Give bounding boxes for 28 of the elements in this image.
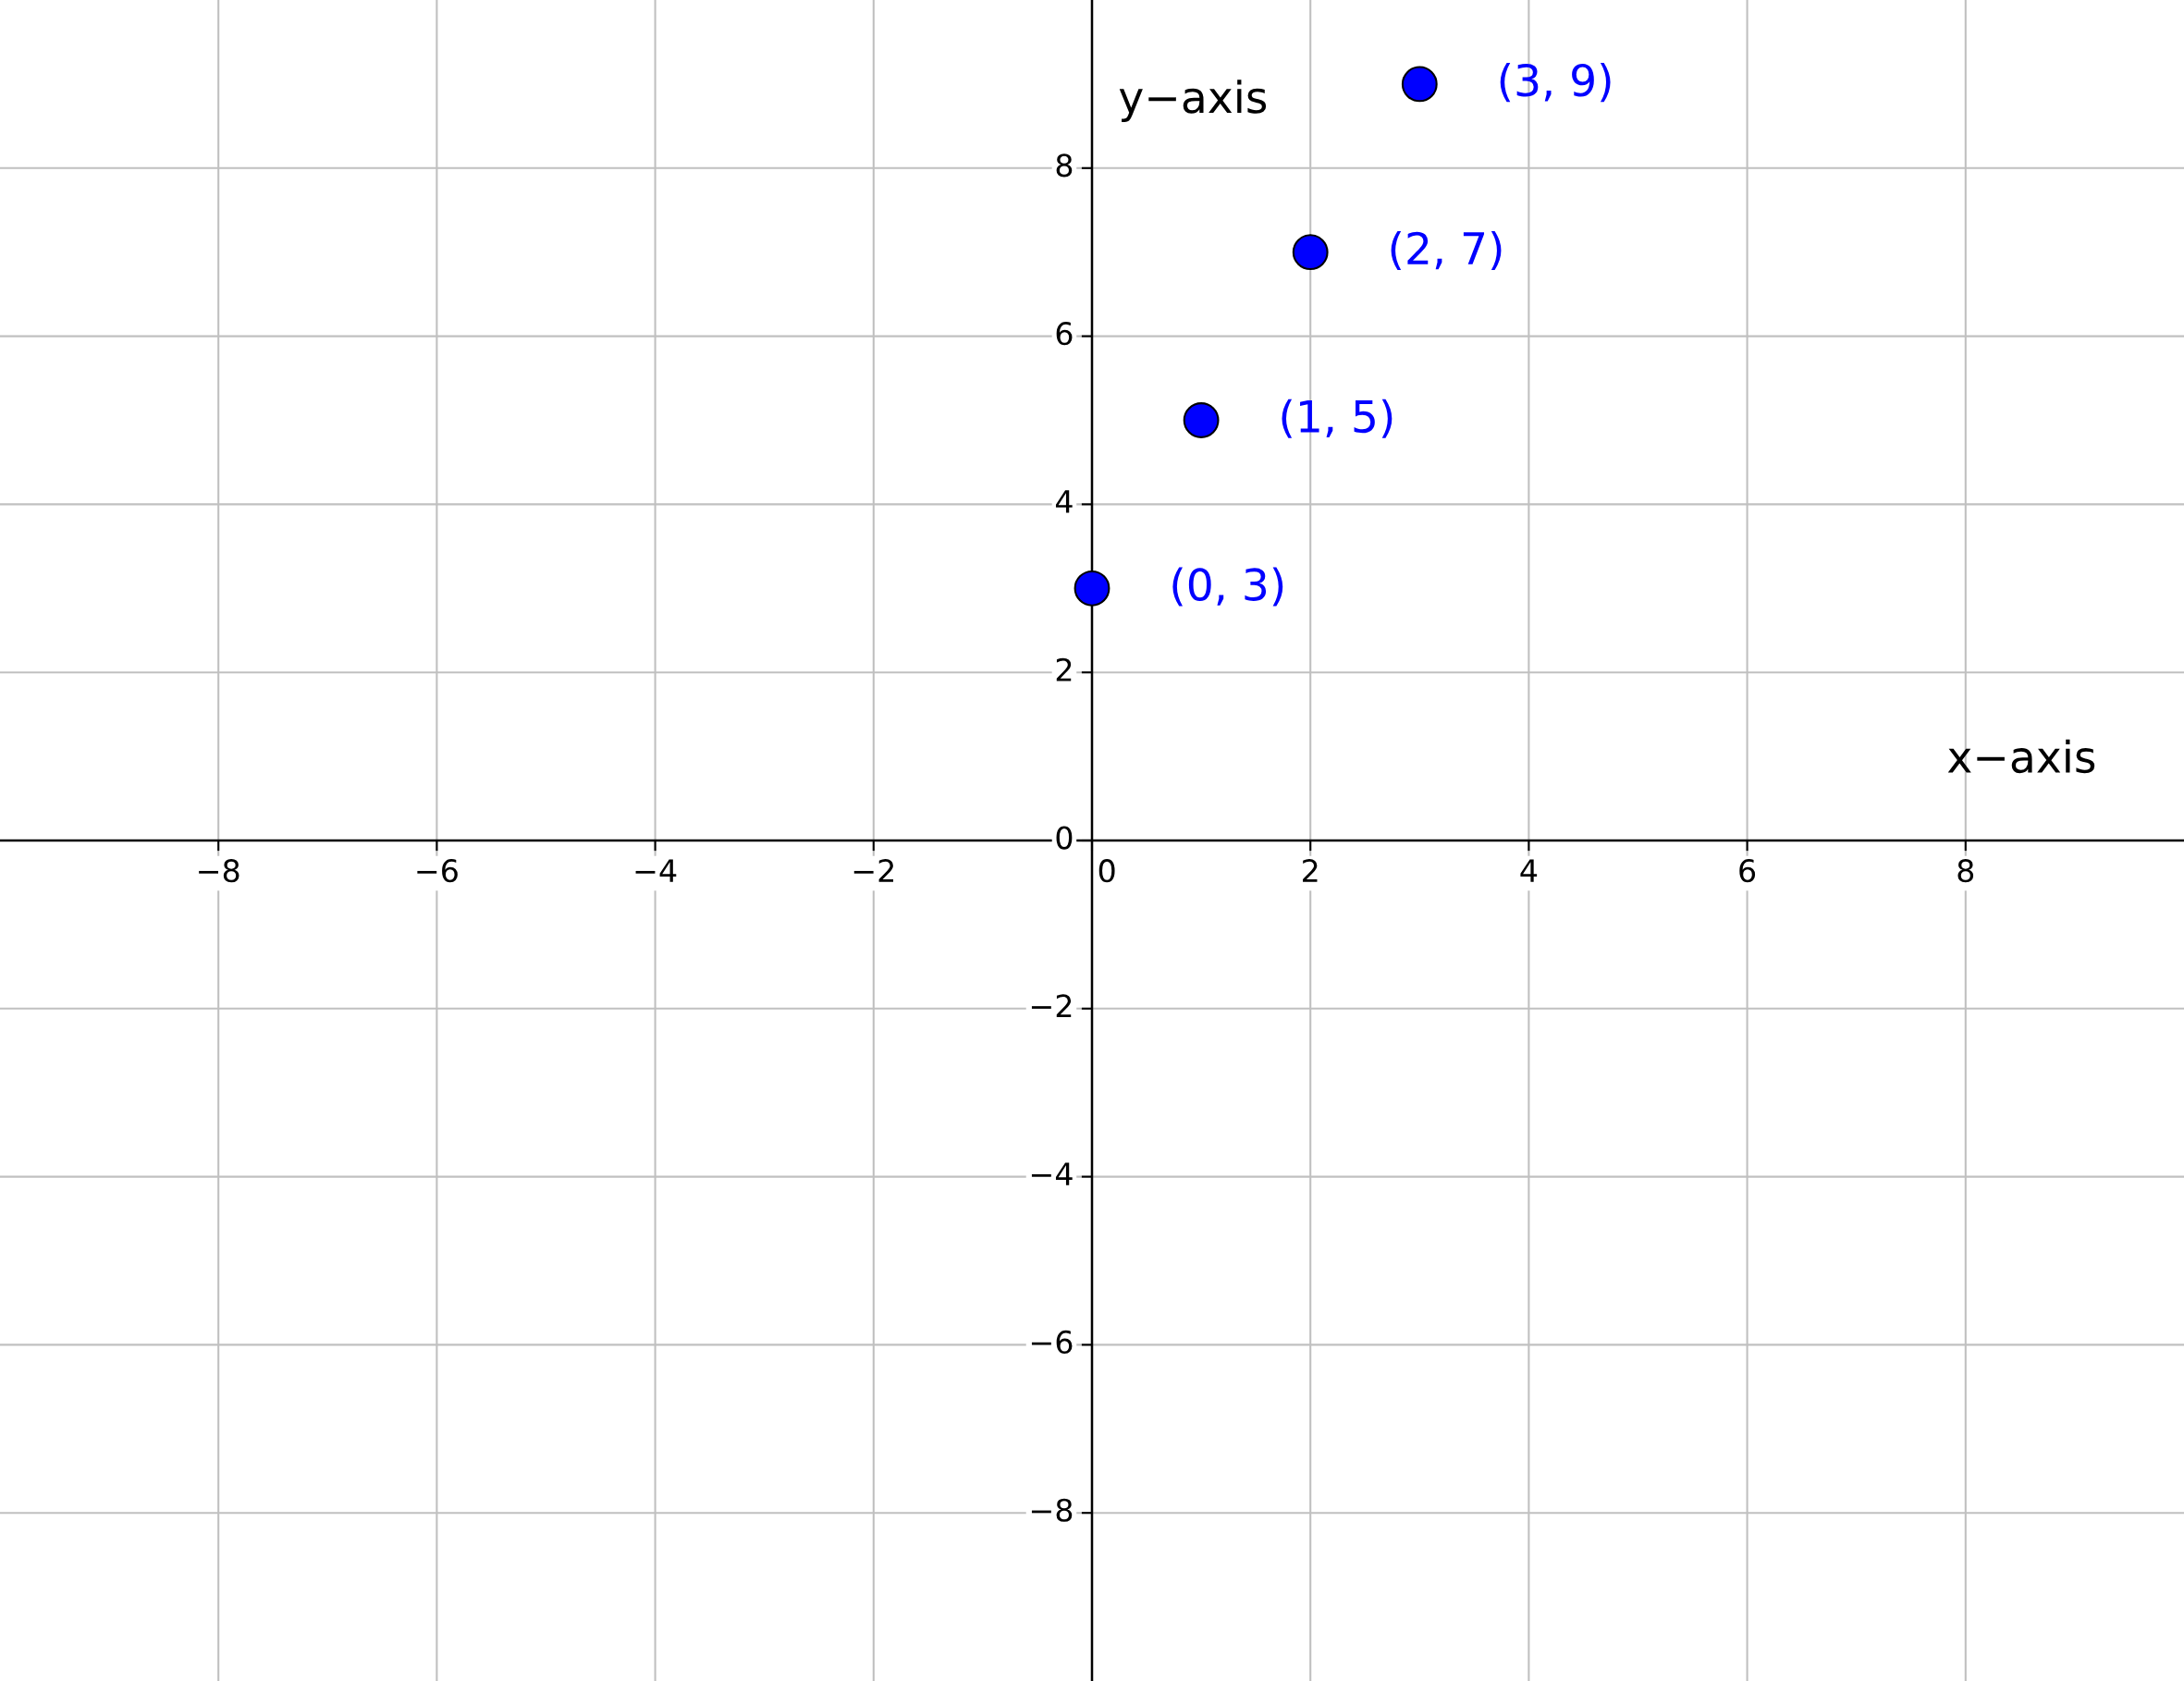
point <box>1401 66 1438 103</box>
y-tick-label: 0 <box>1056 826 1073 850</box>
x-tick-label: −4 <box>635 859 677 882</box>
point <box>1292 234 1329 271</box>
point <box>1183 402 1220 438</box>
x-tick-label: −2 <box>853 859 894 882</box>
y-tick-label: −4 <box>1031 1162 1073 1185</box>
x-tick-label: 2 <box>1303 859 1318 882</box>
point <box>1074 570 1110 607</box>
x-tick-label: 8 <box>1957 859 1974 883</box>
annotation: (2, 7) <box>1391 230 1502 270</box>
x-tick-label: 6 <box>1739 859 1756 883</box>
y-tick-label: −2 <box>1031 994 1072 1017</box>
y-tick-label: 2 <box>1056 657 1072 681</box>
annotation: (1, 5) <box>1282 399 1393 438</box>
x-axis-title: x−axis <box>1947 739 2095 774</box>
y-tick-label: 6 <box>1056 322 1073 346</box>
annotation: (0, 3) <box>1172 567 1283 607</box>
annotation: (3, 9) <box>1500 63 1611 103</box>
y-tick-label: 4 <box>1055 490 1073 513</box>
y-tick-label: 8 <box>1056 153 1073 178</box>
x-tick-label: 0 <box>1098 859 1115 883</box>
y-tick-label: −6 <box>1031 1330 1073 1355</box>
x-tick-label: 4 <box>1520 859 1538 882</box>
y-axis-title: y−axis <box>1119 80 1267 122</box>
y-tick-label: −8 <box>1031 1498 1073 1522</box>
x-tick-label: −6 <box>417 859 458 883</box>
x-tick-label: −8 <box>199 859 239 883</box>
